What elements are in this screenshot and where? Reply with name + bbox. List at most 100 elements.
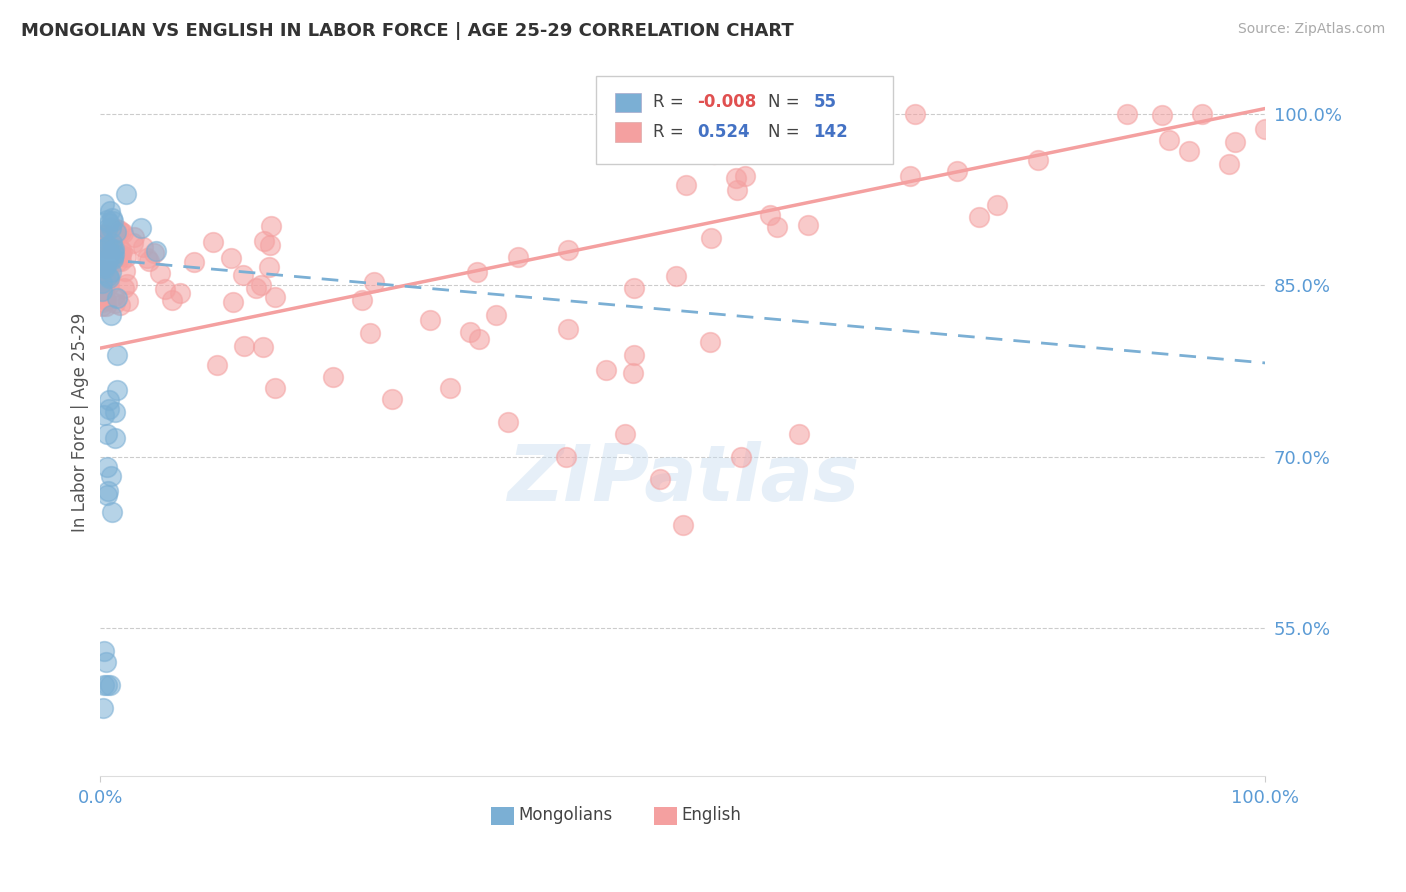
Point (91, 299, 114, 313)
Point (100, 249, 122, 263)
Point (145, 244, 167, 259)
Point (245, 280, 267, 294)
Point (90, 231, 112, 245)
Point (101, 250, 124, 264)
Text: 142: 142 (814, 123, 848, 141)
Point (1254, 121, 1277, 136)
Point (672, 518, 695, 533)
Point (111, 244, 134, 259)
Point (91, 231, 114, 245)
Point (183, 254, 205, 268)
Text: R =: R = (652, 94, 689, 112)
Point (98, 402, 121, 417)
Point (98, 216, 121, 230)
Point (94, 276, 117, 290)
Point (96, 258, 118, 272)
Point (94, 261, 117, 276)
Point (1116, 107, 1139, 121)
Point (91, 261, 114, 276)
Point (149, 266, 172, 280)
Point (93, 409, 115, 423)
Point (93, 260, 115, 274)
Point (699, 335, 721, 350)
Point (648, 472, 671, 486)
Point (1152, 107, 1174, 121)
Text: Source: ZipAtlas.com: Source: ZipAtlas.com (1237, 22, 1385, 37)
Point (90, 271, 112, 285)
Point (93, 286, 115, 301)
Point (91, 252, 114, 266)
Text: Mongolians: Mongolians (519, 806, 613, 824)
Point (219, 251, 242, 265)
Point (91, 276, 114, 290)
Point (98, 235, 121, 250)
Point (381, 392, 404, 407)
Point (555, 450, 578, 464)
FancyBboxPatch shape (596, 76, 893, 164)
Point (104, 222, 127, 236)
Point (103, 242, 125, 256)
Point (97, 483, 120, 498)
Point (94, 241, 117, 255)
Point (110, 253, 132, 268)
Point (114, 264, 136, 278)
Point (945, 164, 967, 178)
Point (100, 468, 122, 483)
Point (142, 246, 165, 260)
Point (90, 243, 112, 257)
Point (105, 348, 128, 362)
Point (100, 505, 122, 519)
Point (506, 250, 529, 264)
Point (322, 369, 344, 384)
Point (115, 187, 138, 202)
Point (93, 285, 115, 299)
Y-axis label: In Labor Force | Age 25-29: In Labor Force | Age 25-29 (72, 313, 89, 532)
Point (104, 405, 127, 419)
Point (162, 293, 184, 307)
Point (93, 265, 115, 279)
Point (1157, 133, 1180, 147)
Point (232, 339, 254, 353)
Point (741, 129, 763, 144)
Point (232, 268, 254, 282)
Point (100, 308, 122, 322)
Point (169, 286, 191, 301)
Point (93, 678, 115, 692)
Point (122, 235, 145, 250)
Point (100, 265, 122, 279)
Point (94, 235, 117, 249)
Point (110, 247, 132, 261)
Point (105, 291, 128, 305)
Point (97, 252, 120, 267)
Point (115, 250, 138, 264)
Point (797, 218, 820, 232)
Point (359, 326, 381, 340)
Point (115, 277, 138, 291)
Point (90, 295, 112, 310)
Point (103, 247, 125, 261)
Point (263, 289, 285, 303)
Point (100, 252, 122, 267)
Point (101, 244, 124, 258)
Point (222, 295, 245, 310)
Point (132, 240, 155, 254)
Point (765, 219, 787, 234)
Point (96, 222, 118, 236)
Point (96, 212, 118, 227)
Point (94, 259, 117, 273)
Point (101, 213, 124, 227)
Point (108, 249, 131, 263)
Point (96, 678, 118, 692)
Point (1191, 107, 1213, 121)
Point (122, 229, 145, 244)
Point (97, 268, 120, 283)
Point (98, 678, 121, 692)
Point (94, 242, 117, 256)
Point (703, 146, 725, 161)
Point (94, 299, 117, 313)
Point (898, 169, 921, 183)
Point (665, 268, 688, 283)
Point (129, 221, 152, 235)
Point (205, 358, 228, 372)
Point (96, 655, 118, 669)
